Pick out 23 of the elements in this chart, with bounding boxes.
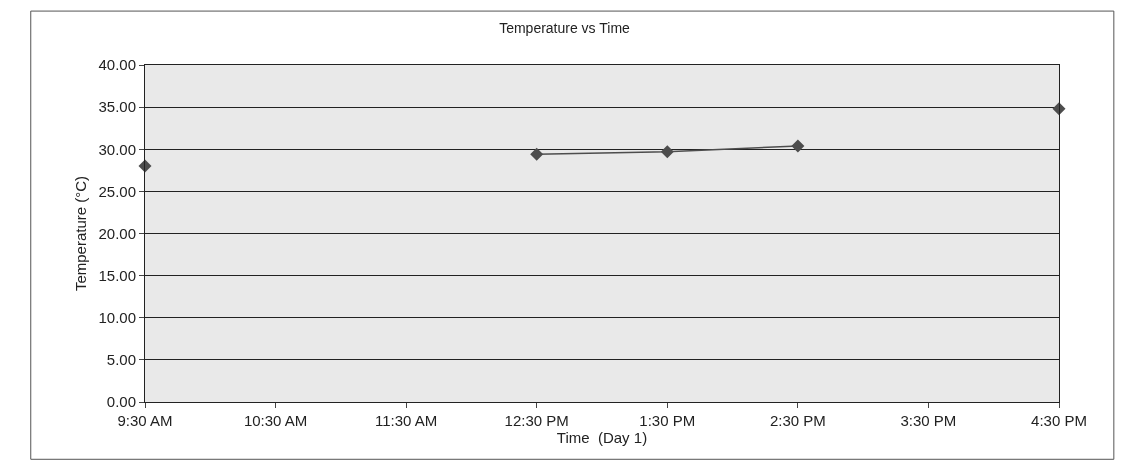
x-tick-label: 3:30 PM [900, 412, 957, 429]
chart-title: Temperature vs Time [499, 19, 631, 36]
y-tick-label: 5.00 [106, 351, 136, 369]
x-tick-label: 11:30 AM [375, 412, 438, 429]
x-tick-label: 1:30 PM [639, 412, 696, 429]
y-tick-label: 20.00 [98, 224, 136, 242]
y-tick-label: 10.00 [98, 309, 136, 326]
point [660, 145, 674, 159]
y-tick-label: 40.00 [98, 56, 136, 74]
x-tick-label: 2:30 PM [769, 412, 826, 429]
y-tick-label: 30.00 [98, 140, 136, 158]
y-tick-label: 15.00 [98, 266, 136, 284]
y-axis-title: Temperature (°C) [71, 175, 89, 292]
x-axis-title: Time (Day 1) [556, 429, 648, 446]
y-tick-label: 25.00 [98, 182, 136, 200]
point [791, 139, 805, 153]
x-tick-label: 12:30 PM [504, 412, 569, 429]
x-tick-label: 9:30 AM [117, 412, 173, 429]
x-tick-label: 4:30 PM [1031, 412, 1087, 429]
y-tick-label: 0.00 [106, 393, 136, 411]
x-tick-label: 10:30 AM [243, 412, 308, 429]
point [530, 147, 544, 161]
y-tick-label: 35.00 [98, 98, 136, 116]
